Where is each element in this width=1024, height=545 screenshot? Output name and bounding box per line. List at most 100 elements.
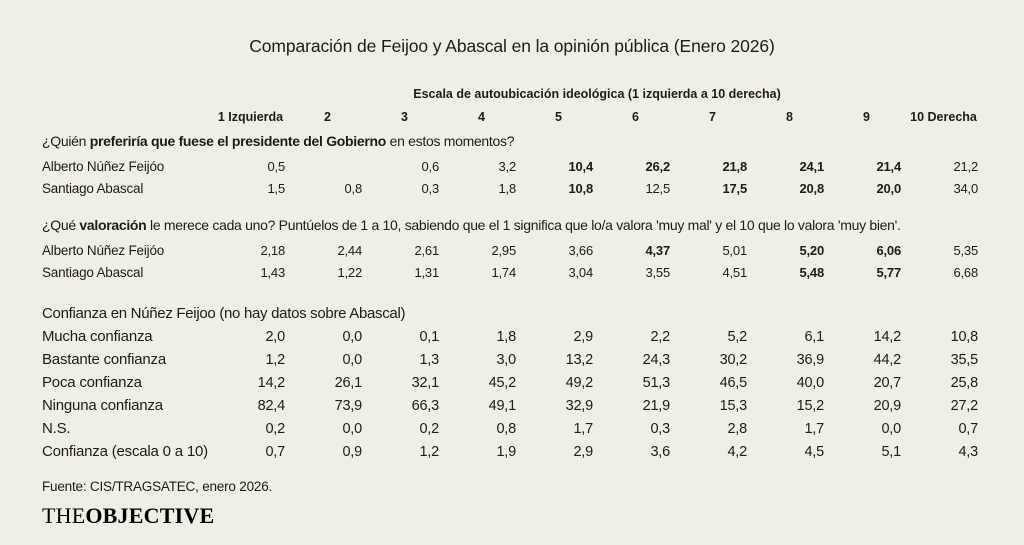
column-header-5: 5 [555,110,562,124]
value-cell: 73,9 [334,397,363,414]
table-row: Confianza (escala 0 a 10) 0,7 0,9 1,2 1,9 2,9… [42,440,982,463]
value-cell: 17,5 [722,181,747,197]
column-header-3: 3 [401,110,408,124]
theobjective-logo: THEOBJECTIVE [42,503,982,529]
source-note: Fuente: CIS/TRAGSATEC, enero 2026. [42,479,273,494]
column-header-6: 6 [632,110,639,124]
column-header-spacer [42,109,212,125]
row-label: Bastante confianza [42,351,166,368]
value-cell: 1,7 [573,420,593,437]
value-cell: 5,35 [953,242,978,258]
table-row: Santiago Abascal 1,43 1,22 1,31 1,74 3,04 3,55… [42,262,982,285]
row-label: Mucha confianza [42,328,153,345]
value-cell: 1,8 [498,181,517,197]
value-cell: 1,9 [496,443,516,460]
value-cell: 14,2 [257,374,286,391]
value-cell: 20,9 [873,397,902,414]
heading-text: preferiría que fuese el presidente del G… [89,133,387,149]
value-cell: 0,8 [344,181,363,197]
value-cell: 44,2 [873,351,902,368]
value-cell: 1,3 [419,351,439,368]
value-cell: 10,4 [568,158,593,174]
value-cell: 21,4 [876,158,901,174]
section-1-heading: ¿Quién preferiría que fuese el president… [42,133,982,150]
value-cell: 3,6 [650,443,670,460]
logo-objective: OBJECTIVE [85,503,215,528]
column-header-10: 10 Derecha [910,110,977,124]
value-cell: 12,5 [645,181,670,197]
value-cell: 15,2 [796,397,825,414]
value-cell: 2,2 [650,328,670,345]
value-cell: 24,1 [799,158,824,174]
value-cell: 15,3 [719,397,748,414]
value-cell: 2,61 [414,242,439,258]
value-cell: 4,37 [645,242,670,258]
column-header-8: 8 [786,110,793,124]
value-cell: 2,18 [260,242,285,258]
value-cell: 5,2 [727,328,747,345]
sections-container: ¿Quién preferiría que fuese el president… [42,133,982,463]
value-cell: 6,06 [876,242,901,258]
value-cell: 1,43 [260,265,285,281]
column-header-9: 9 [863,110,870,124]
value-cell: 13,2 [565,351,594,368]
value-cell: 10,8 [568,181,593,197]
value-cell: 0,3 [421,181,440,197]
value-cell: 26,2 [645,158,670,174]
value-cell: 40,0 [796,374,825,391]
value-cell: 1,8 [496,328,516,345]
value-cell: 51,3 [642,374,671,391]
value-cell: 5,48 [799,265,824,281]
value-cell: 2,95 [491,242,516,258]
value-cell: 0,0 [342,328,362,345]
value-cell: 20,8 [799,181,824,197]
value-cell: 0,9 [342,443,362,460]
value-cell: 3,04 [568,265,593,281]
row-label: N.S. [42,420,71,437]
section-1: ¿Quién preferiría que fuese el president… [42,133,982,200]
scale-group-header: Escala de autoubicación ideológica (1 iz… [413,87,781,101]
value-cell: 1,5 [267,181,286,197]
value-cell: 66,3 [411,397,440,414]
heading-text: Confianza en Núñez Feijoo (no hay datos … [42,305,406,322]
row-label: Santiago Abascal [42,181,144,197]
heading-text: ¿Qué [42,217,80,233]
section-3-heading: Confianza en Núñez Feijoo (no hay datos … [42,305,982,322]
value-cell: 0,2 [265,420,285,437]
row-label: Poca confianza [42,374,142,391]
table-row: Ninguna confianza 82,4 73,9 66,3 49,1 32,9 21,… [42,394,982,417]
table-row: Alberto Núñez Feijóo 0,5 0,6 3,2 10,4 26,2 21,… [42,155,982,178]
row-label: Alberto Núñez Feijóo [42,158,165,174]
value-cell: 0,0 [342,420,362,437]
value-cell: 2,44 [337,242,362,258]
value-cell: 1,2 [419,443,439,460]
value-cell: 0,3 [650,420,670,437]
heading-text: en estos momentos? [386,133,515,149]
value-cell: 0,6 [421,158,440,174]
row-label: Ninguna confianza [42,397,163,414]
column-header-row: 1 Izquierda 2 3 4 5 6 7 8 9 10 Derecha [42,109,982,125]
heading-text: valoración [79,217,147,233]
row-label: Confianza (escala 0 a 10) [42,443,208,460]
value-cell: 0,7 [265,443,285,460]
column-header-1: 1 Izquierda [217,110,284,124]
value-cell: 49,2 [565,374,594,391]
column-header-4: 4 [478,110,485,124]
logo-the: THE [42,503,86,528]
value-cell: 2,8 [727,420,747,437]
value-cell: 82,4 [257,397,286,414]
value-cell: 32,9 [565,397,594,414]
table-row: N.S. 0,2 0,0 0,2 0,8 1,7 0,3 2,8 1,7 0,0 0,7 [42,417,982,440]
page-title: Comparación de Feijoo y Abascal en la op… [249,36,775,56]
value-cell: 34,0 [953,181,978,197]
section-2: ¿Qué valoración le merece cada uno? Punt… [42,217,982,284]
value-cell: 3,2 [498,158,517,174]
value-cell: 1,2 [265,351,285,368]
value-cell: 21,9 [642,397,671,414]
table-row: Santiago Abascal 1,5 0,8 0,3 1,8 10,8 12,5 17,5… [42,178,982,201]
value-cell: 21,8 [722,158,747,174]
value-cell: 5,77 [876,265,901,281]
section-3: Confianza en Núñez Feijoo (no hay datos … [42,305,982,463]
value-cell: 27,2 [950,397,979,414]
value-cell: 1,74 [491,265,516,281]
